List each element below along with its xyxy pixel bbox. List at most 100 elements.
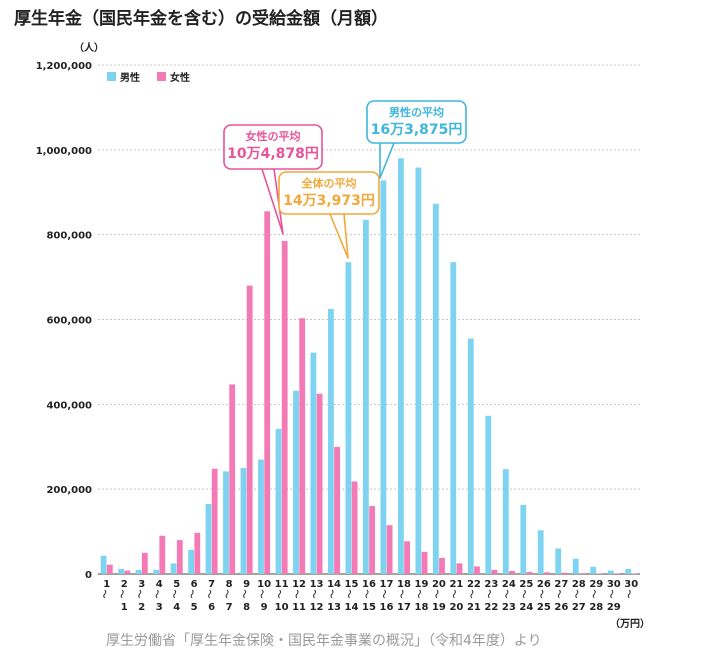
bar-female (124, 570, 131, 574)
bar-female (246, 285, 253, 574)
y-tick-label: 200,000 (46, 485, 92, 496)
x-tick-tilde (487, 589, 491, 599)
callout-male-average-label: 男性の平均 (389, 105, 444, 119)
x-tick-tilde (627, 589, 631, 599)
bar-male (415, 167, 422, 574)
x-tick-label: 5 (191, 602, 198, 613)
x-tick-label: 8 (226, 579, 233, 590)
x-tick-label: 30 (607, 579, 621, 590)
bar-male (502, 469, 509, 574)
bar-female (176, 540, 183, 574)
x-tick-tilde (435, 589, 439, 599)
bar-male (100, 555, 107, 574)
legend-label-male: 男性 (120, 71, 140, 84)
bar-female (299, 318, 306, 574)
x-tick-label: 30 (624, 579, 638, 590)
bar-male (310, 352, 317, 574)
bar-male (275, 428, 282, 574)
x-tick-tilde (522, 589, 526, 599)
x-tick-tilde (365, 589, 369, 599)
y-tick-label: 800,000 (46, 231, 92, 242)
x-tick-label: 17 (397, 602, 411, 613)
x-tick-label: 25 (519, 579, 533, 590)
y-unit-label: （人） (74, 41, 104, 54)
bar-male (240, 468, 247, 574)
bar-male (345, 262, 352, 574)
x-tick-tilde (155, 589, 159, 599)
x-tick-label: 20 (449, 602, 463, 613)
bar-male (625, 568, 632, 574)
x-tick-label: 21 (467, 602, 481, 613)
bar-female (439, 557, 445, 574)
x-tick-tilde (575, 589, 579, 599)
x-tick-label: 13 (327, 602, 341, 613)
x-tick-label: 18 (397, 579, 411, 590)
callout-overall-average-pointer (329, 213, 349, 259)
bar-female (194, 532, 201, 574)
x-tick-label: 10 (257, 579, 271, 590)
bar-male (328, 308, 334, 574)
x-tick-label: 15 (362, 602, 376, 613)
x-tick-tilde (557, 589, 561, 599)
x-tick-tilde (417, 589, 421, 599)
x-tick-tilde (452, 589, 456, 599)
bar-male (572, 558, 579, 574)
bar-male (450, 262, 457, 574)
bar-female (491, 569, 498, 574)
x-tick-label: 19 (414, 579, 428, 590)
callout-male-average-value: 16万3,875円 (371, 122, 463, 138)
bar-male (188, 549, 194, 574)
x-tick-label: 12 (310, 602, 324, 613)
x-tick-label: 28 (589, 602, 603, 613)
bar-male (380, 180, 387, 574)
bar-male (205, 504, 212, 574)
bar-female (579, 573, 585, 574)
x-tick-tilde (295, 589, 299, 599)
x-tick-label: 11 (275, 579, 289, 590)
bar-female (561, 572, 568, 574)
callout-male-average-pointer (379, 142, 395, 179)
x-tick-tilde (138, 589, 142, 599)
y-tick-label: 600,000 (46, 316, 92, 327)
x-tick-label: 6 (208, 602, 215, 613)
x-tick-label: 7 (208, 579, 215, 590)
x-tick-label: 23 (502, 602, 516, 613)
x-tick-tilde (610, 589, 614, 599)
x-tick-label: 16 (362, 579, 376, 590)
bar-male (153, 569, 159, 574)
x-tick-label: 27 (554, 579, 568, 590)
x-tick-tilde (400, 589, 404, 599)
x-unit-label: （万円） (610, 617, 650, 628)
x-tick-tilde (470, 589, 474, 599)
x-tick-label: 26 (554, 602, 568, 613)
bar-female (229, 384, 236, 574)
bar-female (526, 571, 533, 574)
bar-male (555, 548, 562, 574)
bar-female (351, 481, 358, 574)
x-tick-label: 2 (121, 579, 128, 590)
x-tick-label: 22 (484, 602, 498, 613)
bar-female (509, 571, 515, 574)
bar-female (544, 572, 550, 574)
bar-female (386, 525, 393, 574)
x-tick-label: 15 (345, 579, 359, 590)
x-tick-label: 29 (589, 579, 603, 590)
x-tick-label: 7 (226, 602, 233, 613)
x-tick-label: 14 (327, 579, 341, 590)
source-note: 厚生労働省「厚生年金保険・国民年金事業の概況」（令和4年度）より (106, 633, 542, 649)
bar-male (135, 569, 142, 574)
x-tick-tilde (225, 589, 229, 599)
x-tick-label: 18 (414, 602, 428, 613)
bar-female (334, 446, 340, 575)
x-tick-label: 5 (173, 579, 180, 590)
x-tick-label: 24 (519, 602, 533, 613)
callout-male-average-box (366, 100, 467, 144)
bar-male (363, 219, 369, 575)
x-tick-label: 13 (310, 579, 324, 590)
x-tick-label: 9 (261, 602, 268, 613)
bar-female (316, 393, 323, 574)
bar-male (258, 459, 264, 574)
y-tick-label: 1,000,000 (36, 146, 92, 157)
x-tick-label: 22 (467, 579, 481, 590)
x-tick-label: 4 (156, 579, 163, 590)
